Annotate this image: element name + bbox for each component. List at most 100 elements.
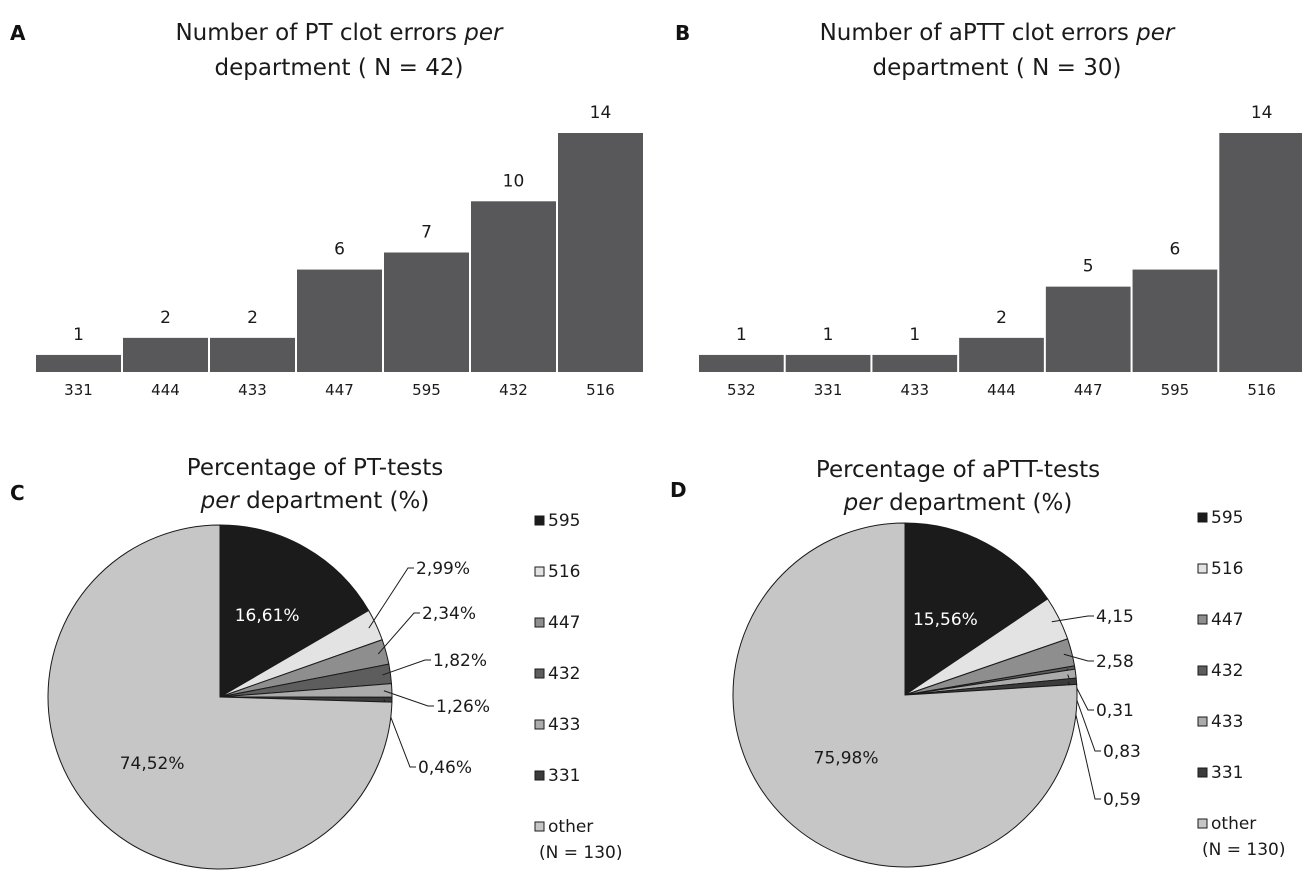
chart-d-legend: 595 516 447 432 433 331 other (N = 130) (1197, 508, 1285, 860)
data-label: 2 (160, 308, 171, 328)
callout-line (382, 659, 431, 676)
legend-label: other (548, 817, 593, 837)
bar (785, 354, 871, 372)
chart-c-title-line1: Percentage of PT-tests (187, 455, 443, 481)
legend-note: (N = 130) (539, 843, 622, 863)
chart-a-bars: 1 331 2 444 2 433 6 447 7 595 10 432 14 516 (36, 103, 643, 399)
legend-swatch (534, 719, 545, 730)
pie-slice (732, 522, 1078, 868)
data-label: 2,58 (1096, 652, 1134, 672)
data-label: 6 (1170, 240, 1181, 260)
data-label: 1,82% (433, 651, 487, 671)
legend-swatch (534, 515, 545, 526)
data-label: 16,61% (235, 606, 300, 626)
chart-b-bars: 1 532 1 331 1 433 2 444 5 447 6 595 14 516 (699, 103, 1302, 399)
callout-line (383, 690, 434, 707)
data-label: 0,59 (1103, 790, 1141, 810)
pie-slice (47, 524, 393, 870)
data-label: 2,99% (416, 559, 470, 579)
panel-letter-a: A (10, 21, 26, 45)
legend-label: 432 (1211, 661, 1243, 681)
data-label: 1,26% (436, 697, 490, 717)
bar (123, 337, 208, 372)
chart-d-title-line1: Percentage of aPTT-tests (816, 457, 1100, 483)
panel-a: A Number of PT clot errors per departmen… (10, 20, 643, 399)
legend-label: 433 (1211, 712, 1243, 732)
legend-label: 331 (1211, 763, 1243, 783)
data-label: 7 (421, 223, 432, 243)
data-label: 0,46% (418, 758, 472, 778)
data-label: 1 (73, 325, 84, 345)
panel-letter-d: D (670, 478, 687, 502)
bar (699, 354, 784, 372)
legend-label: 516 (1211, 559, 1243, 579)
chart-a-title-line2: department ( N = 42) (214, 55, 463, 81)
bar (1219, 133, 1302, 372)
tick-label: 331 (64, 381, 93, 399)
bar (471, 201, 556, 372)
data-label: 2,34% (422, 604, 476, 624)
tick-label: 516 (586, 381, 615, 399)
pie-slice (219, 524, 370, 698)
chart-c-pie: 16,61% 2,99% 2,34% 1,82% 1,26% 0,46% 74,52% (47, 524, 490, 870)
data-label: 2 (996, 308, 1007, 328)
legend-swatch (1197, 563, 1208, 574)
legend-note: (N = 130) (1202, 840, 1285, 860)
bar (210, 337, 295, 372)
bar (1045, 286, 1131, 372)
tick-label: 433 (238, 381, 267, 399)
legend-swatch (534, 821, 545, 832)
legend-swatch (534, 566, 545, 577)
legend-swatch (534, 668, 545, 679)
panel-letter-b: B (675, 21, 690, 45)
legend-swatch (1197, 614, 1208, 625)
panel-letter-c: C (10, 481, 25, 505)
tick-label: 532 (727, 381, 756, 399)
legend-label: 595 (548, 511, 580, 531)
chart-c-title-line2: per department (%) (200, 488, 430, 514)
legend-swatch (1197, 716, 1208, 727)
data-label: 5 (1083, 257, 1094, 277)
data-label: 0,31 (1096, 701, 1134, 721)
chart-a-title-line1: Number of PT clot errors per (175, 20, 504, 46)
data-label: 2 (247, 308, 258, 328)
bar (1132, 269, 1218, 372)
data-label: 4,15 (1096, 607, 1134, 627)
pie-slice (904, 522, 1049, 696)
callout-line (1067, 681, 1101, 800)
tick-label: 331 (814, 381, 843, 399)
tick-label: 516 (1247, 381, 1276, 399)
chart-b-title-line2: department ( N = 30) (872, 55, 1121, 81)
legend-label: 595 (1211, 508, 1243, 528)
data-label: 1 (909, 325, 920, 345)
data-label: 14 (590, 103, 612, 123)
legend-label: 432 (548, 664, 580, 684)
legend-swatch (1197, 767, 1208, 778)
chart-d-title-line2: per department (%) (843, 490, 1073, 516)
data-label: 14 (1251, 103, 1273, 123)
bar (558, 133, 643, 372)
bar (959, 337, 1044, 372)
chart-b-title-line1: Number of aPTT clot errors per (820, 20, 1176, 46)
chart-d-pie: 15,56% 4,15 2,58 0,31 0,83 0,59 75,98% (732, 522, 1141, 868)
tick-label: 444 (987, 381, 1016, 399)
chart-c-legend: 595 516 447 432 433 331 other (N = 130) (534, 511, 622, 863)
tick-label: 595 (412, 381, 441, 399)
tick-label: 432 (499, 381, 528, 399)
legend-label: 433 (548, 715, 580, 735)
data-label: 1 (736, 325, 747, 345)
data-label: 15,56% (913, 610, 978, 630)
legend-label: other (1211, 814, 1256, 834)
callout-line (368, 567, 414, 629)
bar (297, 269, 382, 372)
legend-label: 447 (1211, 610, 1243, 630)
data-label: 1 (823, 325, 834, 345)
callout-line (1063, 653, 1094, 662)
panel-c: C Percentage of PT-tests per department … (10, 455, 622, 870)
legend-label: 331 (548, 766, 580, 786)
data-label: 74,52% (120, 754, 185, 774)
tick-label: 447 (325, 381, 354, 399)
callout-line (1051, 615, 1094, 623)
legend-label: 516 (548, 562, 580, 582)
legend-swatch (1197, 818, 1208, 829)
